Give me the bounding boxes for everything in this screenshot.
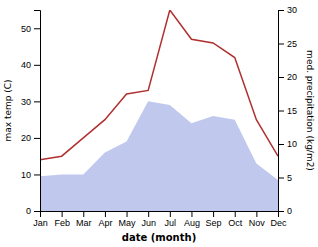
tick: 30 bbox=[21, 97, 40, 107]
tick-label: Nov bbox=[249, 218, 266, 228]
tick-label: 5 bbox=[287, 173, 292, 183]
tick-mark bbox=[278, 77, 284, 78]
tick: Apr bbox=[98, 211, 112, 228]
tick-label: 40 bbox=[21, 60, 31, 70]
tick-label: 20 bbox=[287, 72, 297, 82]
tick: Sep bbox=[206, 211, 222, 228]
tick-mark bbox=[34, 138, 40, 139]
tick-mark bbox=[278, 44, 284, 45]
y-axis: 0 10 20 30 40 50 bbox=[21, 11, 41, 217]
tick-mark bbox=[62, 211, 63, 217]
tick: Dec bbox=[270, 211, 287, 228]
tick: Jun bbox=[141, 211, 156, 228]
tick: Oct bbox=[228, 211, 243, 228]
y2-axis: 0 5 10 15 20 25 30 bbox=[278, 5, 297, 216]
y2-axis-title: med. precipitation (kg/m2) bbox=[305, 50, 315, 171]
temp-line bbox=[40, 10, 278, 160]
tick: 30 bbox=[278, 5, 297, 15]
tick-label: Aug bbox=[184, 218, 200, 228]
tick: Aug bbox=[184, 211, 200, 228]
tick: 15 bbox=[278, 106, 297, 116]
tick-label: Sep bbox=[206, 218, 222, 228]
tick-label: 20 bbox=[21, 133, 31, 143]
tick: 10 bbox=[21, 170, 40, 180]
tick: 25 bbox=[278, 39, 297, 49]
tick: May bbox=[119, 211, 137, 228]
tick-label: Dec bbox=[270, 218, 287, 228]
axis-line bbox=[34, 11, 41, 212]
tick-mark bbox=[34, 28, 40, 29]
tick-mark bbox=[278, 111, 284, 112]
tick-label: 15 bbox=[287, 106, 297, 116]
tick-mark bbox=[278, 178, 284, 179]
tick: Feb bbox=[54, 211, 70, 228]
y-axis-title: max temp (C) bbox=[3, 79, 13, 141]
tick: 5 bbox=[278, 173, 292, 183]
plot: JanFebMarAprMayJunJulAugSepOctNovDec0102… bbox=[21, 5, 297, 228]
tick-mark bbox=[34, 211, 40, 212]
tick: 0 bbox=[278, 206, 292, 216]
x-axis: Jan Feb Mar Apr May Jun Jul Aug Sep Oct Nov Dec bbox=[33, 211, 287, 228]
tick: Mar bbox=[76, 211, 92, 228]
tick-label: Jun bbox=[141, 218, 156, 228]
marks bbox=[40, 10, 278, 211]
tick-mark bbox=[278, 211, 284, 212]
tick-label: 10 bbox=[21, 170, 31, 180]
tick-label: 30 bbox=[21, 97, 31, 107]
tick-label: 50 bbox=[21, 24, 31, 34]
tick-label: 10 bbox=[287, 139, 297, 149]
tick: 10 bbox=[278, 139, 297, 149]
tick: Jan bbox=[33, 211, 48, 228]
axis-line bbox=[41, 212, 279, 218]
tick-mark bbox=[191, 211, 192, 217]
tick: 40 bbox=[21, 60, 40, 70]
tick-mark bbox=[83, 211, 84, 217]
tick-label: Mar bbox=[76, 218, 92, 228]
tick-label: Jul bbox=[165, 218, 177, 228]
tick-mark bbox=[105, 211, 106, 217]
tick-label: Feb bbox=[54, 218, 70, 228]
tick: 50 bbox=[21, 24, 40, 34]
tick-label: 30 bbox=[287, 5, 297, 15]
tick-mark bbox=[235, 211, 236, 217]
tick-label: 0 bbox=[287, 206, 292, 216]
tick: Jul bbox=[165, 211, 177, 228]
tick-mark bbox=[148, 211, 149, 217]
x-axis-title: date (month) bbox=[122, 232, 196, 243]
precip-area bbox=[40, 101, 278, 211]
tick: 0 bbox=[26, 206, 40, 216]
axis-line bbox=[279, 11, 285, 212]
tick-mark bbox=[278, 144, 284, 145]
chart: JanFebMarAprMayJunJulAugSepOctNovDec0102… bbox=[0, 0, 318, 247]
tick-label: May bbox=[119, 218, 137, 228]
tick-label: Jan bbox=[33, 218, 48, 228]
tick: 20 bbox=[21, 133, 40, 143]
tick-mark bbox=[278, 10, 284, 11]
tick-mark bbox=[34, 174, 40, 175]
tick-label: 0 bbox=[26, 206, 31, 216]
tick: Nov bbox=[249, 211, 266, 228]
tick-mark bbox=[256, 211, 257, 217]
tick-mark bbox=[34, 101, 40, 102]
tick-mark bbox=[127, 211, 128, 217]
tick-mark bbox=[170, 211, 171, 217]
tick-label: 25 bbox=[287, 39, 297, 49]
tick-mark bbox=[213, 211, 214, 217]
tick-mark bbox=[34, 65, 40, 66]
tick-label: Oct bbox=[228, 218, 243, 228]
tick: 20 bbox=[278, 72, 297, 82]
tick-label: Apr bbox=[98, 218, 112, 228]
